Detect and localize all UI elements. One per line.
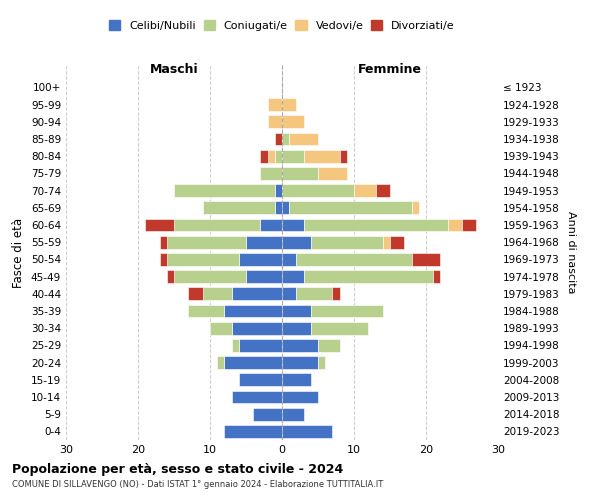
Bar	[289, 202, 412, 214]
Bar	[318, 339, 340, 352]
Bar	[282, 374, 311, 386]
Bar	[282, 236, 311, 248]
Bar	[224, 356, 282, 369]
Bar	[289, 132, 318, 145]
Bar	[282, 253, 296, 266]
Bar	[174, 270, 246, 283]
Bar	[433, 270, 440, 283]
Text: COMUNE DI SILLAVENGO (NO) - Dati ISTAT 1° gennaio 2024 - Elaborazione TUTTITALIA: COMUNE DI SILLAVENGO (NO) - Dati ISTAT 1…	[12, 480, 383, 489]
Bar	[203, 288, 232, 300]
Bar	[203, 202, 275, 214]
Bar	[311, 236, 383, 248]
Bar	[239, 253, 282, 266]
Bar	[232, 322, 282, 334]
Bar	[160, 236, 167, 248]
Bar	[448, 218, 462, 232]
Bar	[282, 339, 318, 352]
Bar	[167, 253, 239, 266]
Bar	[160, 253, 167, 266]
Bar	[282, 202, 289, 214]
Y-axis label: Anni di nascita: Anni di nascita	[566, 211, 576, 294]
Bar	[188, 288, 203, 300]
Bar	[167, 236, 246, 248]
Bar	[282, 132, 289, 145]
Text: Femmine: Femmine	[358, 63, 422, 76]
Bar	[282, 116, 304, 128]
Bar	[260, 150, 268, 162]
Bar	[296, 253, 412, 266]
Text: Popolazione per età, sesso e stato civile - 2024: Popolazione per età, sesso e stato civil…	[12, 462, 343, 475]
Bar	[412, 202, 419, 214]
Bar	[239, 374, 282, 386]
Bar	[210, 322, 232, 334]
Bar	[260, 218, 282, 232]
Bar	[260, 167, 282, 180]
Bar	[224, 425, 282, 438]
Bar	[282, 167, 318, 180]
Bar	[318, 167, 347, 180]
Bar	[224, 304, 282, 318]
Bar	[145, 218, 174, 232]
Bar	[304, 150, 340, 162]
Bar	[304, 270, 433, 283]
Legend: Celibi/Nubili, Coniugati/e, Vedovi/e, Divorziati/e: Celibi/Nubili, Coniugati/e, Vedovi/e, Di…	[107, 18, 457, 33]
Bar	[282, 218, 304, 232]
Bar	[412, 253, 440, 266]
Bar	[332, 288, 340, 300]
Bar	[275, 202, 282, 214]
Bar	[282, 270, 304, 283]
Bar	[232, 390, 282, 404]
Bar	[282, 322, 311, 334]
Bar	[174, 184, 275, 197]
Bar	[318, 356, 325, 369]
Bar	[239, 339, 282, 352]
Bar	[383, 236, 390, 248]
Bar	[282, 425, 332, 438]
Bar	[232, 288, 282, 300]
Bar	[246, 236, 282, 248]
Bar	[282, 304, 311, 318]
Bar	[311, 322, 368, 334]
Bar	[282, 98, 296, 111]
Bar	[167, 270, 174, 283]
Bar	[217, 356, 224, 369]
Bar	[246, 270, 282, 283]
Bar	[354, 184, 376, 197]
Bar	[376, 184, 390, 197]
Bar	[275, 184, 282, 197]
Bar	[311, 304, 383, 318]
Bar	[232, 339, 239, 352]
Bar	[304, 218, 448, 232]
Bar	[268, 98, 282, 111]
Bar	[268, 150, 275, 162]
Bar	[268, 116, 282, 128]
Bar	[275, 150, 282, 162]
Bar	[174, 218, 260, 232]
Bar	[340, 150, 347, 162]
Bar	[462, 218, 476, 232]
Bar	[188, 304, 224, 318]
Bar	[282, 288, 296, 300]
Bar	[296, 288, 332, 300]
Bar	[390, 236, 404, 248]
Text: Maschi: Maschi	[149, 63, 199, 76]
Bar	[282, 356, 318, 369]
Bar	[282, 150, 304, 162]
Bar	[282, 390, 318, 404]
Y-axis label: Fasce di età: Fasce di età	[13, 218, 25, 288]
Bar	[282, 184, 354, 197]
Bar	[253, 408, 282, 420]
Bar	[282, 408, 304, 420]
Bar	[275, 132, 282, 145]
